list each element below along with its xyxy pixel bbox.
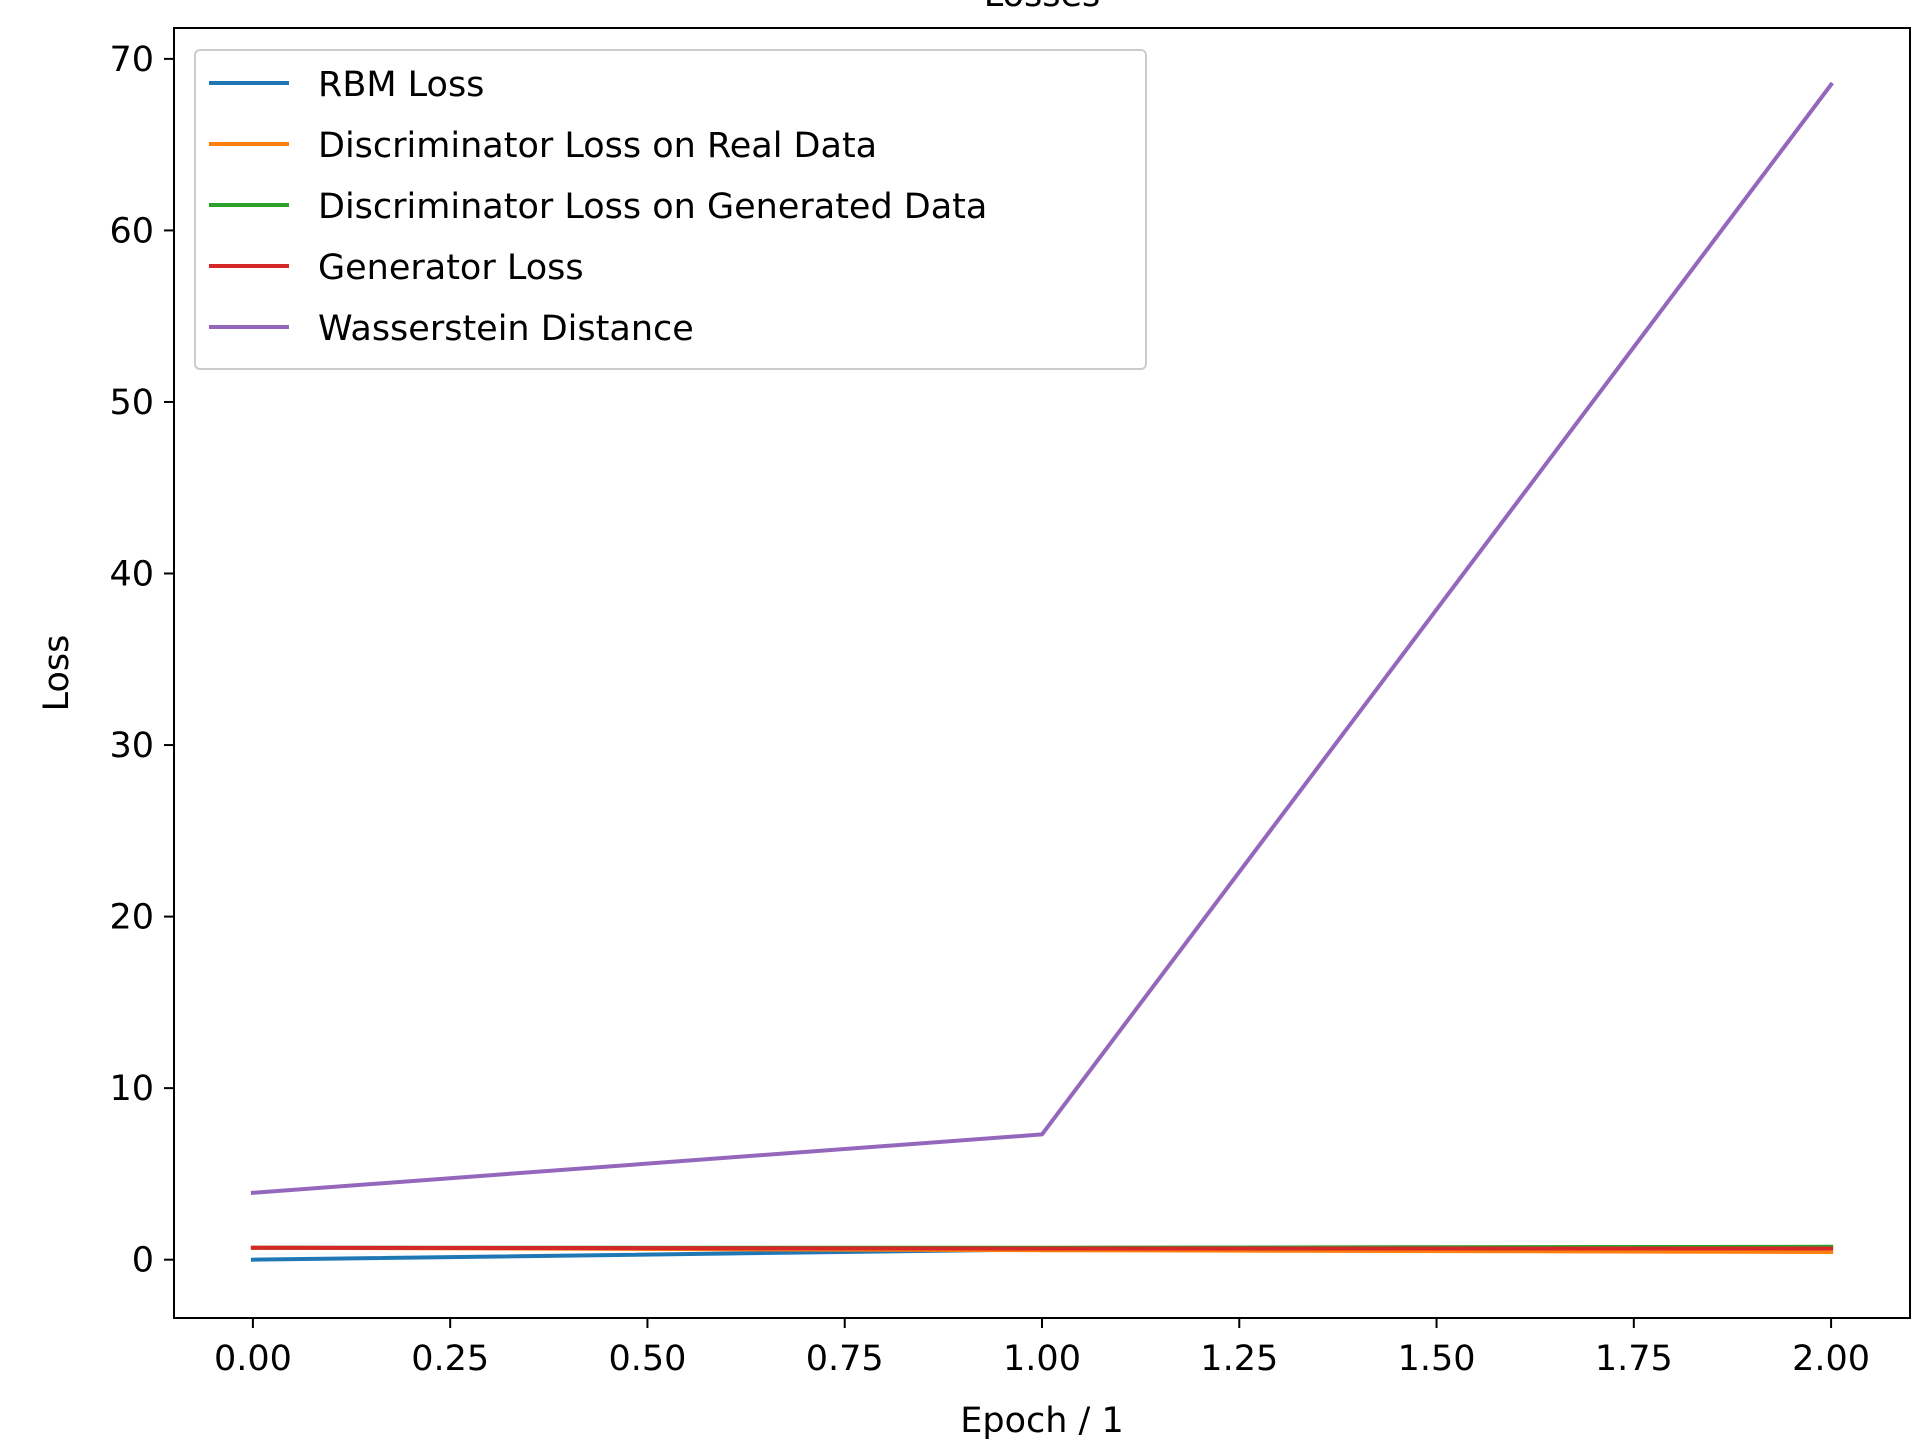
series-line-generator-loss [250, 1245, 1834, 1251]
x-tick-label: 0.75 [806, 1339, 884, 1379]
y-tick-label: 10 [109, 1069, 154, 1109]
y-tick-label: 40 [109, 555, 154, 595]
series-lines [250, 81, 1834, 1262]
y-tick-label: 60 [109, 211, 154, 251]
y-axis-label: Loss [37, 635, 77, 712]
y-tick-label: 50 [109, 383, 154, 423]
legend-box [194, 49, 1147, 370]
x-tick-label: 0.50 [608, 1339, 686, 1379]
x-tick-label: 1.00 [1003, 1339, 1081, 1379]
legend-label-generator-loss: Generator Loss [318, 248, 584, 288]
chart-title: Losses [984, 0, 1101, 15]
x-tick-label: 1.50 [1398, 1339, 1476, 1379]
x-tick-label: 0.25 [411, 1339, 489, 1379]
y-tick-label: 20 [109, 898, 154, 938]
y-tick-label: 30 [109, 726, 154, 766]
x-tick-label: 2.00 [1792, 1339, 1870, 1379]
legend-label-discriminator-loss-on-real-data: Discriminator Loss on Real Data [318, 126, 877, 166]
x-axis-label: Epoch / 1 [960, 1401, 1123, 1440]
legend: RBM Loss Discriminator Loss on Real Data D… [194, 49, 1147, 370]
legend-label-rbm-loss: RBM Loss [318, 65, 484, 105]
x-tick-label: 0.00 [214, 1339, 292, 1379]
x-tick-label: 1.25 [1200, 1339, 1278, 1379]
y-tick-label: 70 [109, 40, 154, 80]
legend-label-discriminator-loss-on-generated-data: Discriminator Loss on Generated Data [318, 187, 987, 227]
y-tick-label: 0 [132, 1241, 154, 1281]
series-line-wasserstein-distance [250, 81, 1834, 1195]
x-tick-label: 1.75 [1595, 1339, 1673, 1379]
axis-ticks: 0.00 0.25 0.50 0.75 1.00 1.25 1.50 1.75 2.00 0 10 2… [109, 40, 1870, 1379]
legend-label-wasserstein-distance: Wasserstein Distance [318, 309, 694, 349]
